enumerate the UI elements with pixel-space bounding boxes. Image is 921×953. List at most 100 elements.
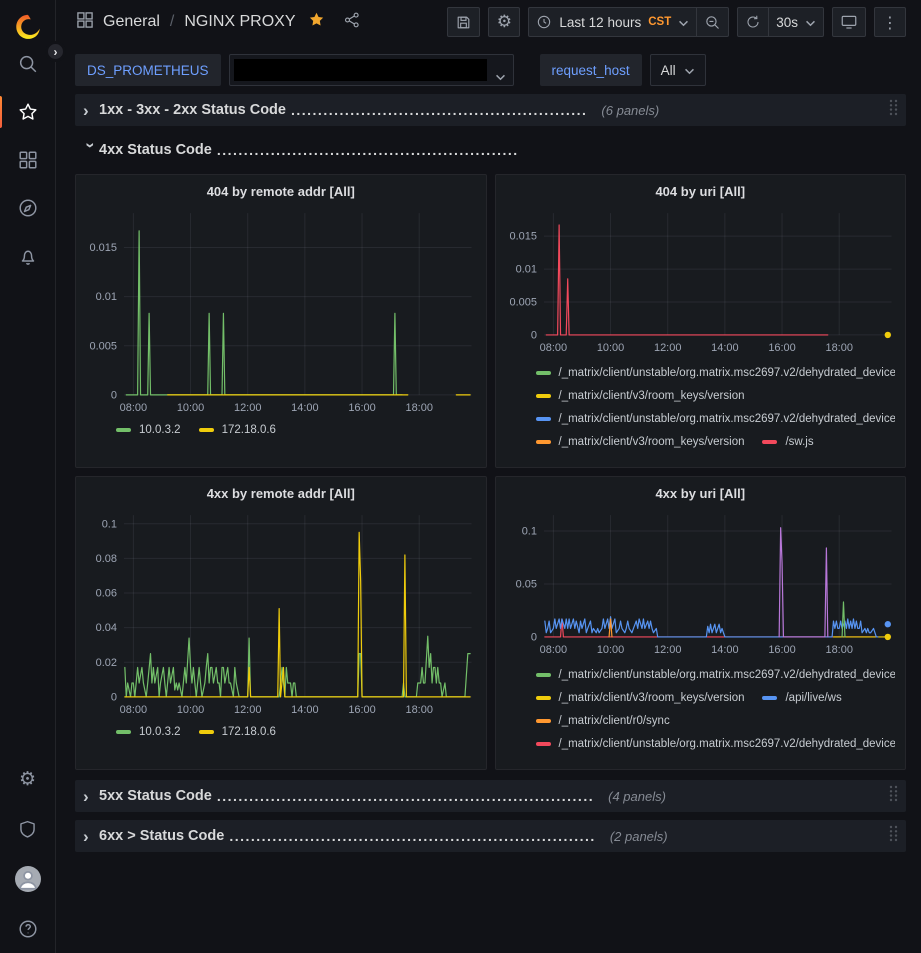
svg-text:10:00: 10:00 <box>596 342 623 354</box>
legend-swatch <box>198 730 214 734</box>
legend-item[interactable]: /_matrix/client/unstable/org.matrix.msc2… <box>535 412 896 425</box>
legend: 10.0.3.2 172.18.0.6 <box>82 417 480 441</box>
legend-label: /_matrix/client/unstable/org.matrix.msc2… <box>558 668 896 681</box>
variable-select-ds-prometheus[interactable] <box>228 54 514 86</box>
legend-item[interactable]: /_matrix/client/unstable/org.matrix.msc2… <box>535 668 896 681</box>
row-header-1xx-3xx-2xx[interactable]: › 1xx - 3xx - 2xx Status Code ..........… <box>75 94 906 126</box>
legend-label: /api/live/ws <box>785 691 842 704</box>
sidebar-item-help[interactable] <box>10 915 46 943</box>
sidebar-item-server-admin[interactable] <box>10 815 46 843</box>
sidebar-item-profile[interactable] <box>10 865 46 893</box>
legend-swatch <box>535 695 551 700</box>
timeseries-chart[interactable]: 08:00 10:00 12:00 14:00 16:00 18:00 0 0.02 0.04 0… <box>82 507 480 719</box>
row-panel-count: (4 panels) <box>608 788 666 804</box>
svg-text:0.005: 0.005 <box>90 340 117 352</box>
page-title[interactable]: NGINX PROXY <box>184 13 296 30</box>
breadcrumb-section[interactable]: General <box>103 13 160 30</box>
gear-icon: ⚙ <box>18 767 37 790</box>
timeseries-chart[interactable]: 08:00 10:00 12:00 14:00 16:00 18:00 0 0.005 0.01… <box>82 205 480 417</box>
chevron-right-icon: › <box>83 826 89 846</box>
panel-title[interactable]: 4xx by uri [All] <box>655 486 746 501</box>
redacted-value <box>233 59 487 81</box>
legend-item[interactable]: 10.0.3.2 <box>116 424 181 436</box>
svg-text:0.05: 0.05 <box>515 578 536 590</box>
svg-text:10:00: 10:00 <box>177 402 204 414</box>
panel-title[interactable]: 4xx by remote addr [All] <box>206 486 355 501</box>
svg-text:0.08: 0.08 <box>96 553 117 565</box>
help-circle-icon <box>18 920 37 938</box>
more-options-button[interactable]: ⋮ <box>874 7 906 37</box>
expand-sidebar-button[interactable]: › <box>45 41 66 62</box>
refresh-interval-dropdown[interactable]: 30s <box>769 7 824 37</box>
favorite-star-icon[interactable] <box>308 11 325 33</box>
panel-title[interactable]: 404 by uri [All] <box>655 184 746 199</box>
drag-handle-icon[interactable] <box>889 785 898 807</box>
chevron-down-icon <box>678 15 689 30</box>
sidebar-item-alerting[interactable] <box>10 242 46 270</box>
svg-text:0.1: 0.1 <box>521 525 536 537</box>
legend-item[interactable]: 172.18.0.6 <box>198 726 276 738</box>
breadcrumb-divider: / <box>169 13 175 30</box>
legend-item[interactable]: /_matrix/client/r0/sync <box>535 715 670 727</box>
legend-item[interactable]: /api/live/ws <box>762 691 842 704</box>
grafana-logo-icon[interactable] <box>13 12 43 42</box>
svg-text:16:00: 16:00 <box>768 342 795 354</box>
svg-text:12:00: 12:00 <box>234 704 261 716</box>
tv-mode-button[interactable] <box>832 7 866 37</box>
svg-text:18:00: 18:00 <box>405 704 432 716</box>
time-range-picker[interactable]: Last 12 hours CST <box>528 7 698 37</box>
variable-label-request-host[interactable]: request_host <box>539 54 642 86</box>
dashboard-header: General / NGINX PROXY ⚙ Last 12 hours CS <box>57 0 921 44</box>
sidebar-item-search[interactable] <box>10 50 46 78</box>
svg-text:18:00: 18:00 <box>825 342 852 354</box>
legend-item[interactable]: /sw.js <box>762 436 814 448</box>
sidebar: ⚙ <box>0 0 56 953</box>
svg-text:08:00: 08:00 <box>539 342 566 354</box>
drag-handle-icon[interactable] <box>889 99 898 121</box>
gear-icon: ⚙ <box>496 11 513 32</box>
variable-select-request-host[interactable]: All <box>649 54 706 86</box>
share-icon[interactable] <box>343 11 361 34</box>
legend-swatch <box>535 741 551 746</box>
legend-item[interactable]: /_matrix/client/unstable/org.matrix.msc2… <box>535 738 895 750</box>
compass-icon <box>18 199 37 217</box>
row-header-4xx[interactable]: › 4xx Status Code ......................… <box>75 134 906 166</box>
legend-item[interactable]: /_matrix/client/v3/room_keys/version <box>535 390 744 402</box>
legend-item[interactable]: /_matrix/client/v3/room_keys/version <box>535 436 744 448</box>
legend-item[interactable]: 172.18.0.6 <box>198 424 276 436</box>
sidebar-item-configuration[interactable]: ⚙ <box>10 765 46 793</box>
panel-404-by-uri: 404 by uri [All] 08:00 10:00 12:00 14:00 16:… <box>494 174 906 468</box>
legend: 10.0.3.2 172.18.0.6 <box>82 719 480 743</box>
chevron-down-icon <box>684 63 695 78</box>
dashboard-settings-button[interactable]: ⚙ <box>488 7 521 37</box>
drag-handle-icon[interactable] <box>889 825 898 847</box>
row-header-5xx[interactable]: › 5xx Status Code ......................… <box>75 780 906 812</box>
legend-swatch <box>535 672 551 677</box>
row-dots: ........................................… <box>216 142 519 158</box>
svg-text:12:00: 12:00 <box>653 342 680 354</box>
sidebar-item-explore[interactable] <box>10 194 46 222</box>
variable-label-ds-prometheus[interactable]: DS_PROMETHEUS <box>75 54 221 86</box>
row-header-6xx[interactable]: › 6xx > Status Code ....................… <box>75 820 906 852</box>
refresh-button[interactable] <box>737 7 770 37</box>
legend-item[interactable]: /_matrix/client/unstable/org.matrix.msc2… <box>535 367 895 379</box>
svg-text:18:00: 18:00 <box>405 402 432 414</box>
legend-swatch <box>116 730 131 734</box>
timeseries-chart[interactable]: 08:00 10:00 12:00 14:00 16:00 18:00 0 0.005 0.01… <box>502 205 900 357</box>
row-title: 4xx Status Code <box>99 142 212 158</box>
legend-label: /_matrix/client/unstable/org.matrix.msc2… <box>558 412 896 425</box>
kebab-menu-icon: ⋮ <box>882 12 898 32</box>
panel-title[interactable]: 404 by remote addr [All] <box>206 184 355 199</box>
legend-item[interactable]: 10.0.3.2 <box>116 726 181 738</box>
zoom-out-time-button[interactable] <box>697 7 730 37</box>
legend-swatch <box>762 695 778 700</box>
sidebar-item-dashboards[interactable] <box>10 146 46 174</box>
legend-label: 10.0.3.2 <box>139 726 181 738</box>
legend-item[interactable]: /_matrix/client/v3/room_keys/version <box>535 692 744 704</box>
sidebar-item-starred[interactable] <box>0 96 46 128</box>
zoom-out-icon <box>706 15 720 29</box>
save-dashboard-button[interactable] <box>447 7 481 37</box>
timeseries-chart[interactable]: 08:00 10:00 12:00 14:00 16:00 18:00 0 0.05 0.1 <box>502 507 900 659</box>
svg-text:10:00: 10:00 <box>177 704 204 716</box>
dashboard-toolbar: ⚙ Last 12 hours CST 30s <box>447 7 906 37</box>
